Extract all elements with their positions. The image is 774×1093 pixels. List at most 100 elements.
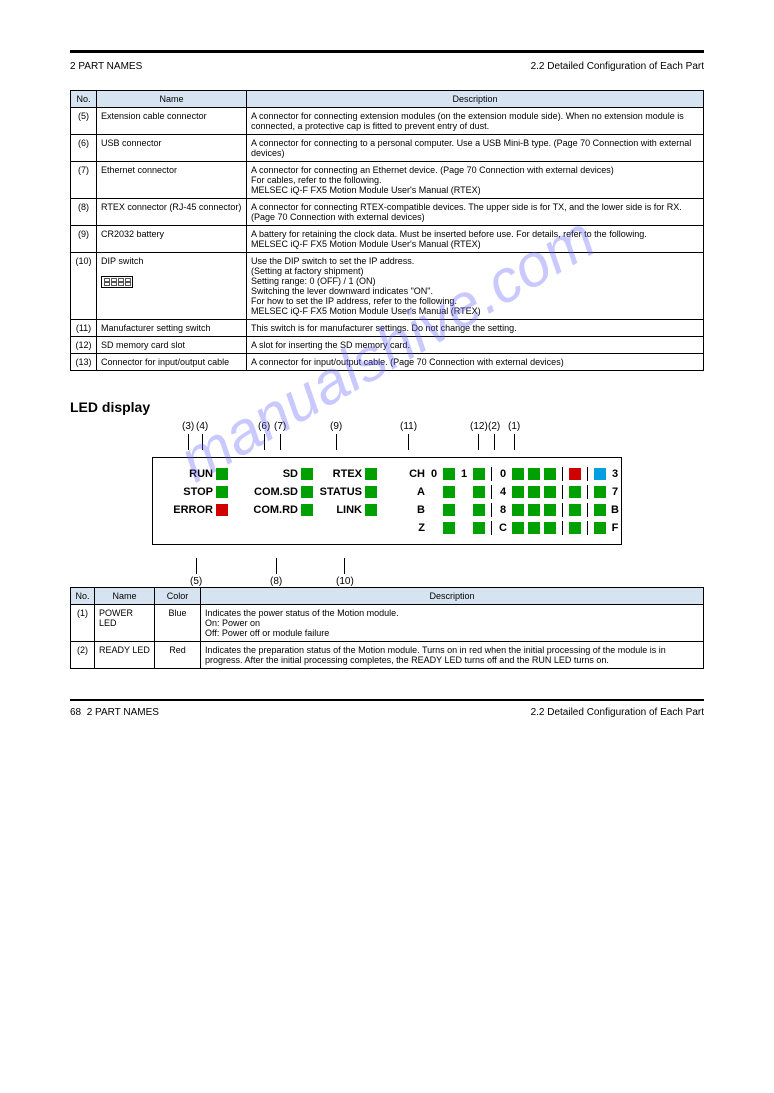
led-indicator: [528, 486, 540, 498]
led-indicator: [301, 468, 313, 480]
led-indicator: [443, 468, 455, 480]
table-cell-no: (10): [71, 253, 97, 320]
page-header: 2 PART NAMES 2.2 Detailed Configuration …: [70, 61, 704, 72]
led-section-title: LED display: [70, 399, 704, 415]
table-cell-no: (12): [71, 337, 97, 354]
table-cell-name: SD memory card slot: [97, 337, 247, 354]
led-table: No. Name Color Description (1)POWER LEDB…: [70, 587, 704, 669]
callout-label: (7): [274, 421, 286, 432]
callout-label: (2): [488, 421, 500, 432]
table-cell-name: USB connector: [97, 135, 247, 162]
led-cell-name: POWER LED: [95, 605, 155, 642]
led-label: B: [409, 504, 425, 516]
led-indicator: [301, 486, 313, 498]
table-cell-name: CR2032 battery: [97, 226, 247, 253]
led-label: RTEX: [316, 468, 362, 480]
table-cell-name: Connector for input/output cable: [97, 354, 247, 371]
led-cell-color: Red: [155, 642, 201, 669]
table-cell-desc: A connector for connecting RTEX-compatib…: [247, 199, 704, 226]
table-cell-desc: Use the DIP switch to set the IP address…: [247, 253, 704, 320]
table-cell-desc: A connector for connecting to a personal…: [247, 135, 704, 162]
table-cell-desc: A battery for retaining the clock data. …: [247, 226, 704, 253]
led-th-desc: Description: [201, 588, 704, 605]
th-no: No.: [71, 91, 97, 108]
led-indicator: [473, 486, 485, 498]
table-cell-no: (5): [71, 108, 97, 135]
led-indicator: [528, 522, 540, 534]
led-indicator: [569, 504, 581, 516]
led-indicator: [512, 486, 524, 498]
led-indicator: [365, 468, 377, 480]
th-desc: Description: [247, 91, 704, 108]
table-cell-name: DIP switch: [97, 253, 247, 320]
led-indicator: [443, 522, 455, 534]
led-indicator: [544, 504, 556, 516]
led-callouts-upper: (3)(4)(6)(7)(9)(11)(12)(2)(1): [70, 421, 704, 455]
led-indicator: [473, 522, 485, 534]
led-cell-name: READY LED: [95, 642, 155, 669]
top-rule: [70, 50, 704, 53]
led-indicator: [594, 486, 606, 498]
table-cell-no: (7): [71, 162, 97, 199]
led-indicator: [569, 486, 581, 498]
callout-label: (4): [196, 421, 208, 432]
led-label: COM.SD: [252, 486, 298, 498]
led-indicator: [512, 504, 524, 516]
led-th-color: Color: [155, 588, 201, 605]
led-indicator: [473, 468, 485, 480]
led-indicator: [569, 468, 581, 480]
bottom-rule: [70, 699, 704, 701]
led-label: SD: [252, 468, 298, 480]
table-cell-desc: A connector for connecting extension mod…: [247, 108, 704, 135]
led-th-name: Name: [95, 588, 155, 605]
led-th-no: No.: [71, 588, 95, 605]
parts-table: No. Name Description (5)Extension cable …: [70, 90, 704, 371]
led-indicator: [512, 468, 524, 480]
callout-label: (6): [258, 421, 270, 432]
dip-switch-icon: [101, 276, 133, 288]
header-chapter: 2 PART NAMES: [70, 61, 142, 72]
th-name: Name: [97, 91, 247, 108]
led-indicator: [301, 504, 313, 516]
led-indicator: [544, 522, 556, 534]
callout-label: (8): [270, 576, 282, 587]
footer-left: 2 PART NAMES: [87, 707, 159, 718]
led-label: Z: [409, 522, 425, 534]
led-indicator: [569, 522, 581, 534]
callout-label: (9): [330, 421, 342, 432]
callout-label: (1): [508, 421, 520, 432]
table-cell-name: Extension cable connector: [97, 108, 247, 135]
led-label: STATUS: [316, 486, 362, 498]
callout-label: (5): [190, 576, 202, 587]
callout-label: (10): [336, 576, 354, 587]
led-label: LINK: [316, 504, 362, 516]
footer-right: 2.2 Detailed Configuration of Each Part: [531, 707, 704, 718]
table-cell-no: (13): [71, 354, 97, 371]
led-cell-desc: Indicates the preparation status of the …: [201, 642, 704, 669]
led-label: CH: [409, 468, 425, 480]
led-indicator: [544, 468, 556, 480]
led-callouts-lower: (5) (8) (10): [70, 553, 704, 587]
led-indicator: [544, 486, 556, 498]
led-indicator: [216, 468, 228, 480]
table-cell-desc: A slot for inserting the SD memory card.: [247, 337, 704, 354]
table-cell-no: (6): [71, 135, 97, 162]
led-label: RUN: [163, 468, 213, 480]
table-cell-name: RTEX connector (RJ-45 connector): [97, 199, 247, 226]
led-indicator: [443, 504, 455, 516]
led-indicator: [473, 504, 485, 516]
table-cell-desc: A connector for input/output cable. (Pag…: [247, 354, 704, 371]
led-indicator: [512, 522, 524, 534]
header-section: 2.2 Detailed Configuration of Each Part: [531, 61, 704, 72]
footer: 68 2 PART NAMES 2.2 Detailed Configurati…: [70, 707, 704, 718]
led-label: A: [409, 486, 425, 498]
led-indicator: [216, 486, 228, 498]
led-cell-no: (2): [71, 642, 95, 669]
led-label: STOP: [163, 486, 213, 498]
led-cell-no: (1): [71, 605, 95, 642]
led-cell-desc: Indicates the power status of the Motion…: [201, 605, 704, 642]
table-cell-no: (8): [71, 199, 97, 226]
led-indicator: [365, 486, 377, 498]
led-indicator: [528, 504, 540, 516]
led-indicator: [528, 468, 540, 480]
